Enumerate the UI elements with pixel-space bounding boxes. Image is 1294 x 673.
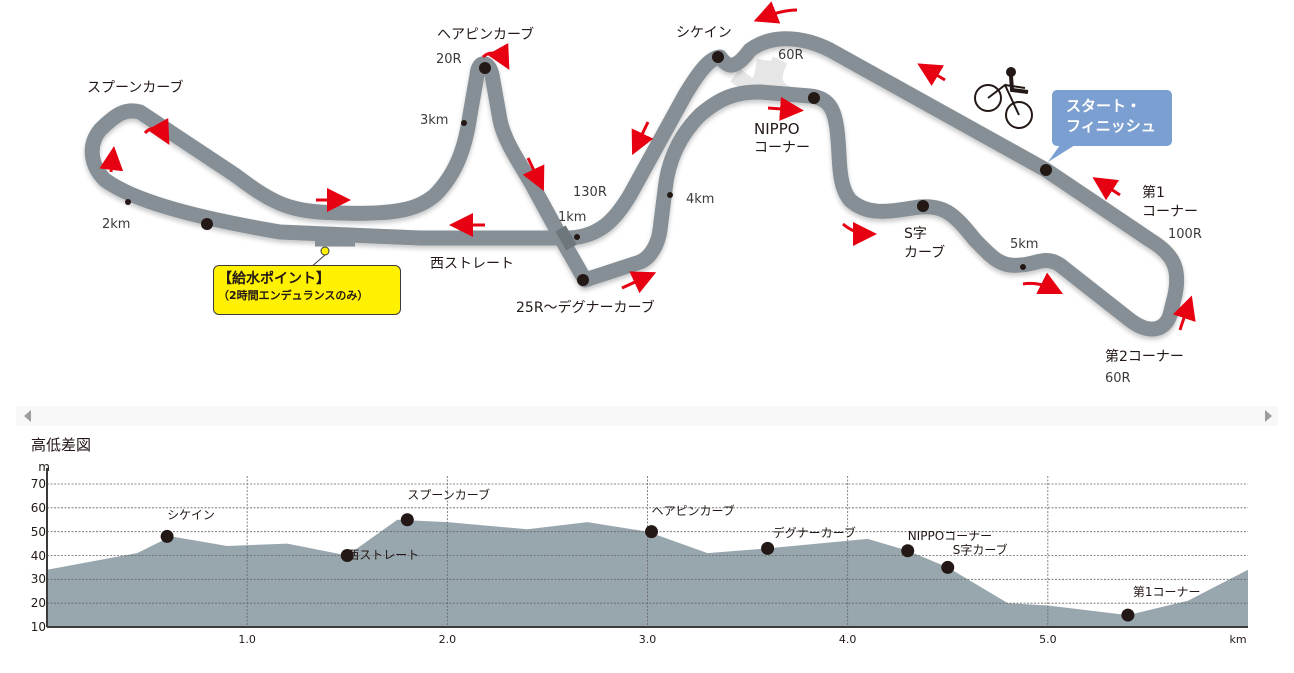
label-130r: 130R: [573, 185, 607, 200]
elevation-point-label: 西ストレート: [347, 547, 420, 562]
x-tick-label: 5.0: [1039, 633, 1057, 646]
elevation-point: [400, 513, 414, 527]
label-60r-top: 60R: [778, 48, 804, 63]
elevation-point: [340, 549, 354, 562]
elevation-point: [160, 529, 174, 543]
elevation-point-label: 第1コーナー: [1132, 585, 1201, 600]
track-svg: [84, 1, 1196, 337]
label-hairpin: ヘアピンカーブ: [437, 27, 535, 43]
elevation-svg: [46, 468, 1248, 628]
water-point-marker: [320, 246, 330, 256]
y-tick-label: 40: [30, 548, 46, 563]
label-nippo-corner: コーナー: [754, 140, 810, 156]
x-tick-label: 1.0: [238, 633, 256, 646]
x-unit-label: km: [1229, 633, 1247, 646]
x-tick-label: 4.0: [838, 633, 857, 646]
start-finish-line1: スタート・: [1066, 97, 1142, 115]
y-tick-label: 10: [30, 620, 46, 634]
label-4km: 4km: [686, 192, 715, 207]
water-point-title: 【給水ポイント】: [218, 271, 330, 287]
label-20r: 20R: [436, 52, 462, 67]
elevation-point-label: NIPPOコーナー: [907, 528, 993, 543]
label-west-straight: 西ストレート: [430, 256, 514, 272]
cyclist-icon: [974, 67, 1033, 129]
label-first-corner-1: 第1: [1142, 185, 1165, 201]
y-tick-label: 30: [30, 572, 46, 587]
label-100r: 100R: [1168, 227, 1202, 242]
horizontal-scrollbar[interactable]: [16, 406, 1278, 426]
label-1km: 1km: [558, 210, 587, 225]
elevation-chart: m 70 60 50 40 30 20 10 1.0 2.0 3.0 4.0 5.0 km シケイン…: [0, 455, 1294, 673]
y-tick-label: 20: [30, 596, 46, 611]
chart-title: 高低差図: [31, 436, 92, 454]
y-tick-label: 60: [30, 500, 46, 515]
label-3km: 3km: [420, 113, 449, 128]
label-s-curve-2: カーブ: [904, 245, 946, 261]
label-nippo: NIPPO: [754, 120, 800, 138]
x-tick-label: 3.0: [638, 633, 657, 646]
scroll-left-arrow-icon[interactable]: [24, 410, 31, 422]
y-tick-label: 70: [30, 477, 46, 491]
water-point-callout: 【給水ポイント】 （2時間エンデュランスのみ）: [213, 265, 401, 315]
elevation-area: [47, 519, 1248, 627]
start-finish-line2: フィニッシュ: [1066, 117, 1156, 135]
label-60r: 60R: [1105, 371, 1131, 386]
label-degner: 25R～デグナーカーブ: [516, 300, 655, 316]
course-map: スプーンカーブ ヘアピンカーブ 20R 3km 2km シケイン 60R NIP…: [84, 1, 1202, 386]
elevation-point: [941, 560, 955, 574]
elevation-point-label: S字カーブ: [952, 543, 1008, 558]
elevation-point-label: ヘアピンカーブ: [651, 503, 735, 518]
elevation-point: [761, 541, 775, 555]
label-2km: 2km: [102, 217, 131, 232]
label-5km: 5km: [1010, 237, 1039, 252]
label-spoon-curve: スプーンカーブ: [87, 80, 184, 96]
elevation-point: [901, 544, 915, 558]
corner-dots: [201, 51, 1052, 286]
label-first-corner-2: コーナー: [1142, 204, 1198, 220]
y-unit-label: m: [38, 460, 50, 474]
elevation-point: [1121, 608, 1135, 622]
label-s-curve-1: S字: [904, 226, 927, 242]
label-chicane: シケイン: [676, 25, 732, 41]
x-tick-label: 2.0: [438, 633, 457, 646]
scroll-right-arrow-icon[interactable]: [1265, 410, 1272, 422]
km-markers: [125, 120, 1026, 270]
direction-arrows: [99, 1, 1196, 331]
elevation-point: [645, 525, 659, 539]
elevation-point-label: シケイン: [167, 508, 215, 523]
elevation-point-label: スプーンカーブ: [407, 487, 490, 502]
start-finish-callout: スタート・ フィニッシュ: [1052, 90, 1172, 146]
y-tick-label: 50: [30, 524, 46, 539]
label-second-corner: 第2コーナー: [1105, 349, 1184, 365]
elevation-point-label: デグナーカーブ: [772, 526, 856, 541]
water-point-note: （2時間エンデュランスのみ）: [218, 289, 369, 302]
